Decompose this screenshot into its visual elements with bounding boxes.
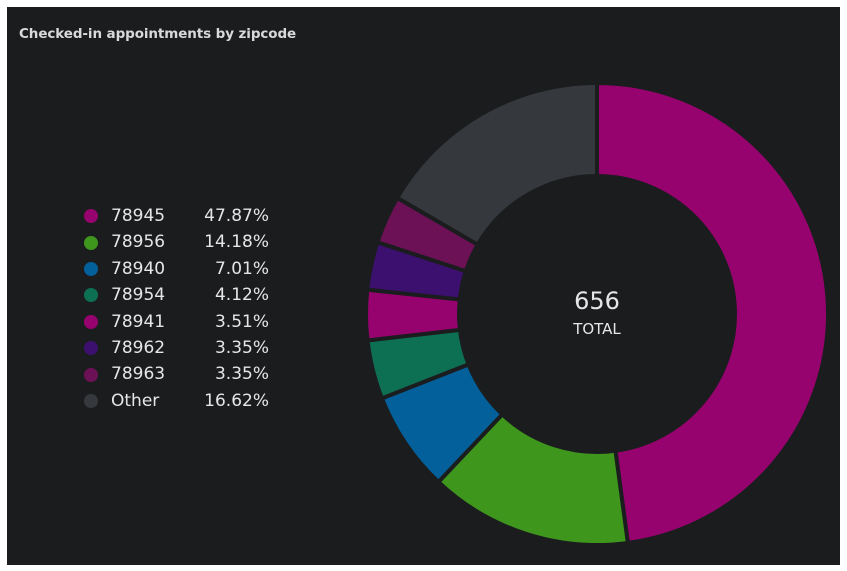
legend-item[interactable]: 78962 3.35%: [83, 335, 293, 361]
legend-color-swatch: [84, 367, 98, 382]
legend-label: 78940: [111, 258, 166, 279]
donut-slice[interactable]: [394, 80, 599, 248]
legend-item[interactable]: 78945 47.87%: [83, 203, 293, 229]
legend-value: 47.87%: [204, 206, 269, 226]
legend-item[interactable]: Other 16.62%: [83, 388, 293, 414]
legend-label: 78941: [111, 311, 166, 332]
legend-color-swatch: [84, 209, 98, 224]
legend-value: 14.18%: [204, 232, 269, 253]
legend-value: 3.51%: [214, 311, 269, 332]
legend-value: 7.01%: [214, 258, 269, 279]
legend-color-swatch: [84, 314, 98, 329]
legend-value: 16.62%: [204, 390, 269, 411]
legend-label: 78945: [111, 206, 166, 226]
legend-color-swatch: [84, 393, 98, 408]
legend-color-swatch: [84, 235, 98, 250]
legend-item[interactable]: 78940 7.01%: [83, 256, 293, 282]
chart-legend: 78945 47.87% 78956 14.18% 78940 7.01% 78954 4.1…: [83, 203, 293, 414]
legend-value: 3.35%: [214, 364, 269, 385]
donut-slice[interactable]: [595, 80, 831, 546]
legend-item[interactable]: 78963 3.35%: [83, 361, 293, 387]
legend-label: Other: [111, 390, 160, 411]
legend-value: 3.35%: [214, 337, 269, 358]
donut-total-label: TOTAL: [572, 320, 621, 338]
legend-label: 78963: [111, 364, 166, 385]
legend-item[interactable]: 78954 4.12%: [83, 282, 293, 308]
legend-color-swatch: [84, 341, 98, 356]
legend-label: 78956: [111, 232, 166, 253]
legend-value: 4.12%: [214, 285, 269, 306]
legend-item[interactable]: 78956 14.18%: [83, 229, 293, 255]
legend-color-swatch: [84, 288, 98, 303]
legend-item[interactable]: 78941 3.51%: [83, 309, 293, 335]
panel-title: Checked-in appointments by zipcode: [19, 26, 297, 42]
donut-total-value: 656: [574, 287, 620, 315]
legend-label: 78962: [111, 337, 166, 358]
legend-color-swatch: [84, 261, 98, 276]
legend-label: 78954: [111, 285, 166, 306]
